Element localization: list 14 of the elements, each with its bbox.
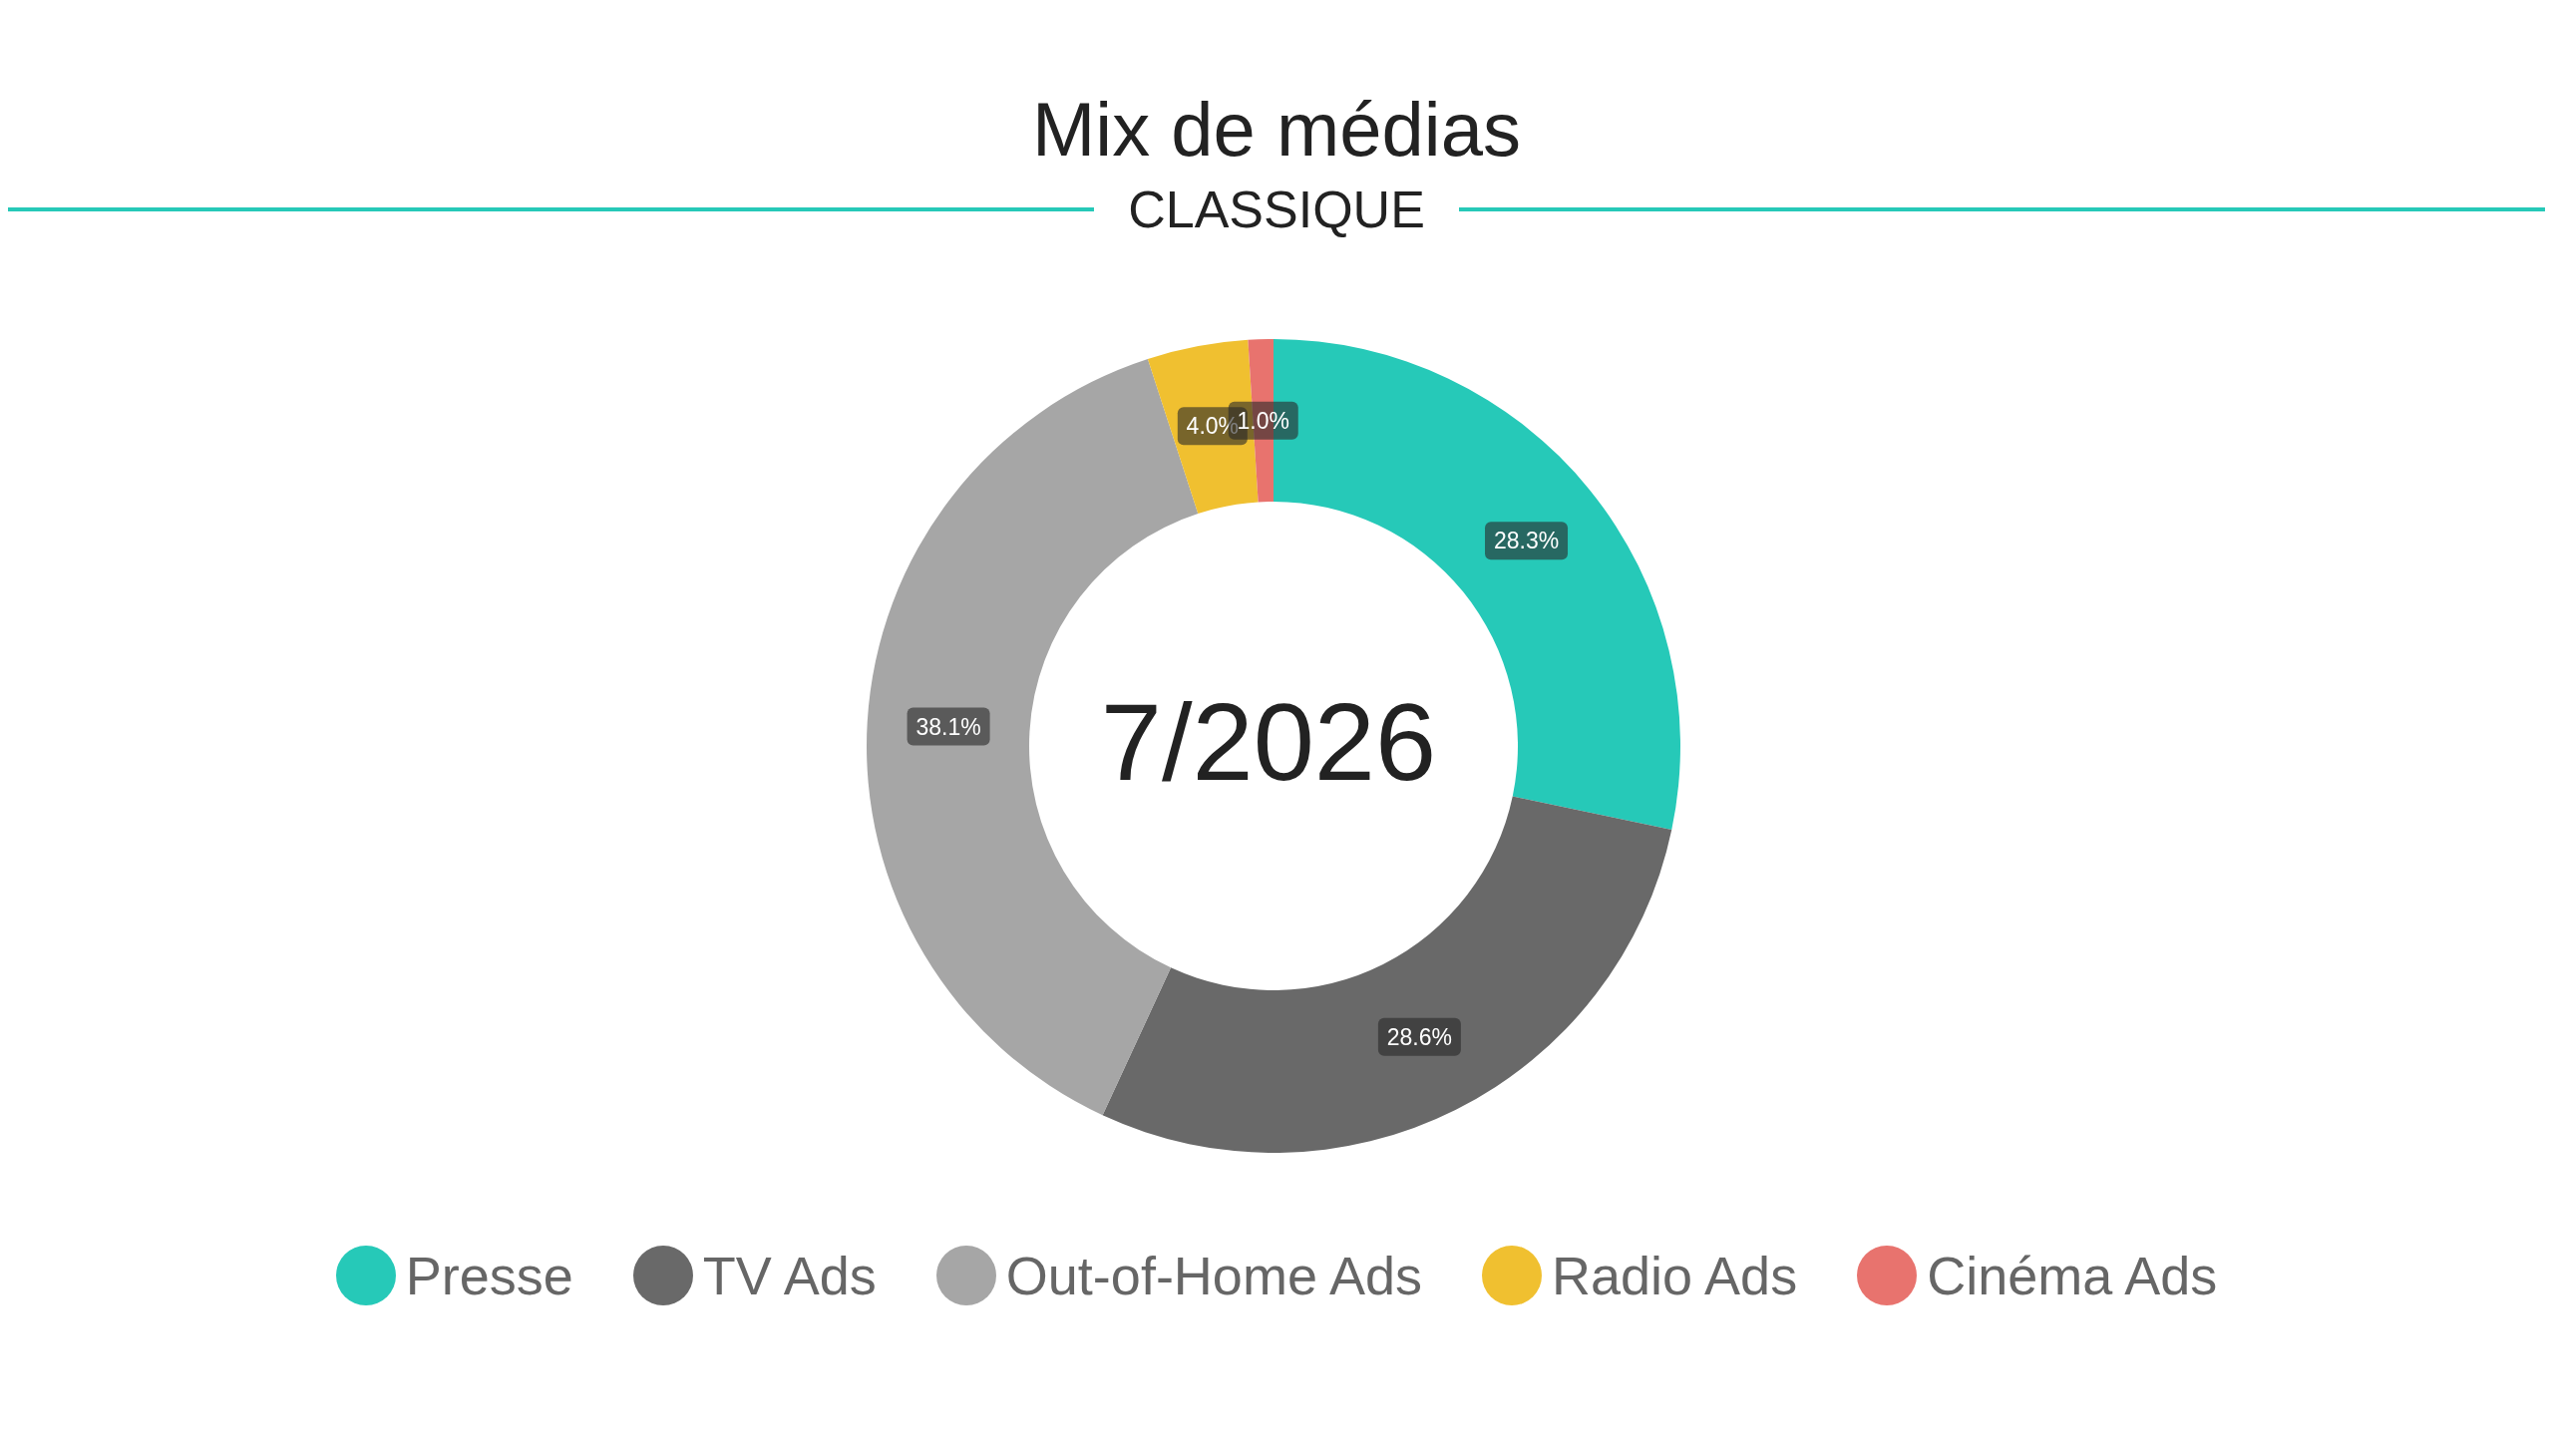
legend-label: Cinéma Ads	[1927, 1245, 2218, 1306]
data-label: 28.6%	[1386, 1023, 1453, 1050]
legend-label: TV Ads	[702, 1245, 877, 1306]
chart-title: Mix de médias	[1031, 86, 1522, 173]
legend-label: Radio Ads	[1551, 1245, 1798, 1306]
donut-slice	[1102, 796, 1672, 1153]
data-label: 4.0%	[1186, 413, 1240, 440]
text: 7/2026	[1100, 679, 1437, 803]
data-label: 28.3%	[1493, 528, 1560, 554]
data-label: 38.1%	[915, 713, 981, 740]
data-label: 1.0%	[1237, 407, 1289, 434]
chart-subtitle: CLASSIQUE	[1127, 180, 1426, 239]
legend-label: Out-of-Home Ads	[1005, 1245, 1422, 1306]
legend-label: Presse	[405, 1245, 573, 1306]
